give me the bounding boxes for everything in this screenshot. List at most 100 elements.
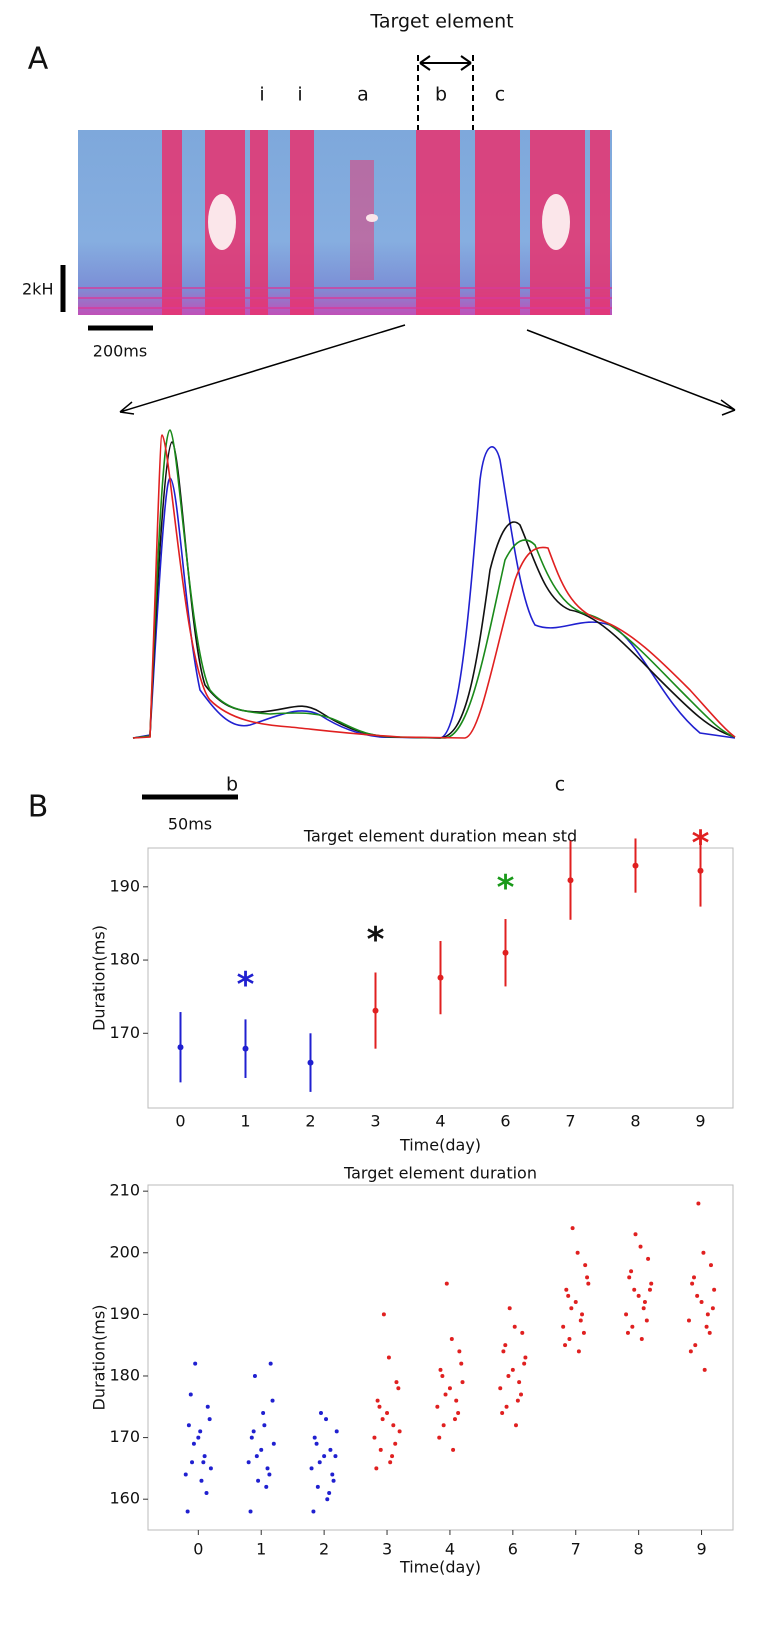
data-point bbox=[696, 1201, 701, 1206]
data-point bbox=[325, 1497, 330, 1502]
data-point bbox=[649, 1281, 654, 1286]
data-point bbox=[378, 1447, 383, 1452]
data-point bbox=[196, 1435, 201, 1440]
data-point bbox=[191, 1441, 196, 1446]
data-point bbox=[561, 1324, 566, 1329]
data-point bbox=[580, 1312, 585, 1317]
data-point bbox=[334, 1429, 339, 1434]
data-point bbox=[264, 1484, 269, 1489]
y-tick-label: 190 bbox=[109, 1304, 140, 1323]
y-tick-label: 180 bbox=[109, 950, 140, 969]
data-point bbox=[702, 1367, 707, 1372]
data-point bbox=[517, 1380, 522, 1385]
data-point bbox=[183, 1472, 188, 1477]
data-point bbox=[271, 1441, 276, 1446]
data-point bbox=[390, 1454, 395, 1459]
syllable-label: i bbox=[259, 84, 264, 106]
data-point bbox=[585, 1275, 590, 1280]
data-point bbox=[385, 1410, 390, 1415]
mean-point bbox=[177, 1044, 184, 1051]
data-point bbox=[638, 1244, 643, 1249]
x-tick-label: 1 bbox=[240, 1112, 250, 1131]
data-point bbox=[503, 1343, 508, 1348]
data-point bbox=[575, 1250, 580, 1255]
data-point bbox=[202, 1454, 207, 1459]
data-point bbox=[268, 1361, 273, 1366]
data-point bbox=[498, 1386, 503, 1391]
data-point bbox=[512, 1324, 517, 1329]
mean-point bbox=[242, 1045, 249, 1052]
significance-mark: * bbox=[497, 868, 515, 908]
data-point bbox=[708, 1263, 713, 1268]
data-point bbox=[261, 1410, 266, 1415]
data-point bbox=[248, 1509, 253, 1514]
data-point bbox=[262, 1423, 267, 1428]
data-point bbox=[394, 1380, 399, 1385]
data-point bbox=[249, 1435, 254, 1440]
x-tick-label: 8 bbox=[634, 1540, 644, 1559]
y-tick-label: 200 bbox=[109, 1242, 140, 1261]
target-label: Target element bbox=[369, 11, 513, 33]
data-point bbox=[460, 1380, 465, 1385]
y-tick-label: 210 bbox=[109, 1181, 140, 1200]
data-point bbox=[186, 1423, 191, 1428]
data-point bbox=[374, 1466, 379, 1471]
data-point bbox=[265, 1466, 270, 1471]
data-point bbox=[333, 1454, 338, 1459]
data-point bbox=[586, 1281, 591, 1286]
data-point bbox=[193, 1361, 198, 1366]
data-point bbox=[456, 1410, 461, 1415]
data-point bbox=[501, 1349, 506, 1354]
data-point bbox=[391, 1423, 396, 1428]
data-point bbox=[314, 1441, 319, 1446]
data-point bbox=[443, 1392, 448, 1397]
data-point bbox=[707, 1330, 712, 1335]
y-tick-label: 160 bbox=[109, 1489, 140, 1508]
data-point bbox=[451, 1447, 456, 1452]
data-point bbox=[246, 1460, 251, 1465]
data-point bbox=[318, 1410, 323, 1415]
data-point bbox=[632, 1287, 637, 1292]
y-tick-label: 190 bbox=[109, 876, 140, 895]
data-point bbox=[690, 1281, 695, 1286]
data-point bbox=[636, 1293, 641, 1298]
data-point bbox=[251, 1429, 256, 1434]
data-point bbox=[198, 1429, 203, 1434]
data-point bbox=[644, 1318, 649, 1323]
data-point bbox=[270, 1398, 275, 1403]
panel-label: B bbox=[28, 790, 49, 825]
data-point bbox=[627, 1275, 632, 1280]
time-scale-label: 200ms bbox=[93, 342, 147, 361]
data-point bbox=[523, 1355, 528, 1360]
data-point bbox=[693, 1343, 698, 1348]
x-axis-label: Time(day) bbox=[399, 1558, 481, 1577]
data-point bbox=[317, 1460, 322, 1465]
data-point bbox=[201, 1460, 206, 1465]
syllable-label: a bbox=[357, 84, 369, 106]
data-point bbox=[583, 1263, 588, 1268]
data-point bbox=[372, 1435, 377, 1440]
x-tick-label: 7 bbox=[565, 1112, 575, 1131]
data-point bbox=[581, 1330, 586, 1335]
data-point bbox=[190, 1460, 195, 1465]
x-tick-label: 6 bbox=[508, 1540, 518, 1559]
mean-point bbox=[502, 949, 509, 956]
x-tick-label: 9 bbox=[696, 1540, 706, 1559]
data-point bbox=[259, 1447, 264, 1452]
data-point bbox=[437, 1435, 442, 1440]
data-point bbox=[647, 1287, 652, 1292]
significance-mark: * bbox=[367, 920, 385, 960]
data-point bbox=[440, 1373, 445, 1378]
data-point bbox=[500, 1410, 505, 1415]
data-point bbox=[324, 1417, 329, 1422]
data-point bbox=[522, 1361, 527, 1366]
data-point bbox=[695, 1293, 700, 1298]
data-point bbox=[515, 1398, 520, 1403]
x-tick-label: 8 bbox=[630, 1112, 640, 1131]
data-point bbox=[686, 1318, 691, 1323]
data-point bbox=[438, 1367, 443, 1372]
mean-point bbox=[372, 1007, 379, 1014]
data-point bbox=[199, 1478, 204, 1483]
data-point bbox=[705, 1312, 710, 1317]
